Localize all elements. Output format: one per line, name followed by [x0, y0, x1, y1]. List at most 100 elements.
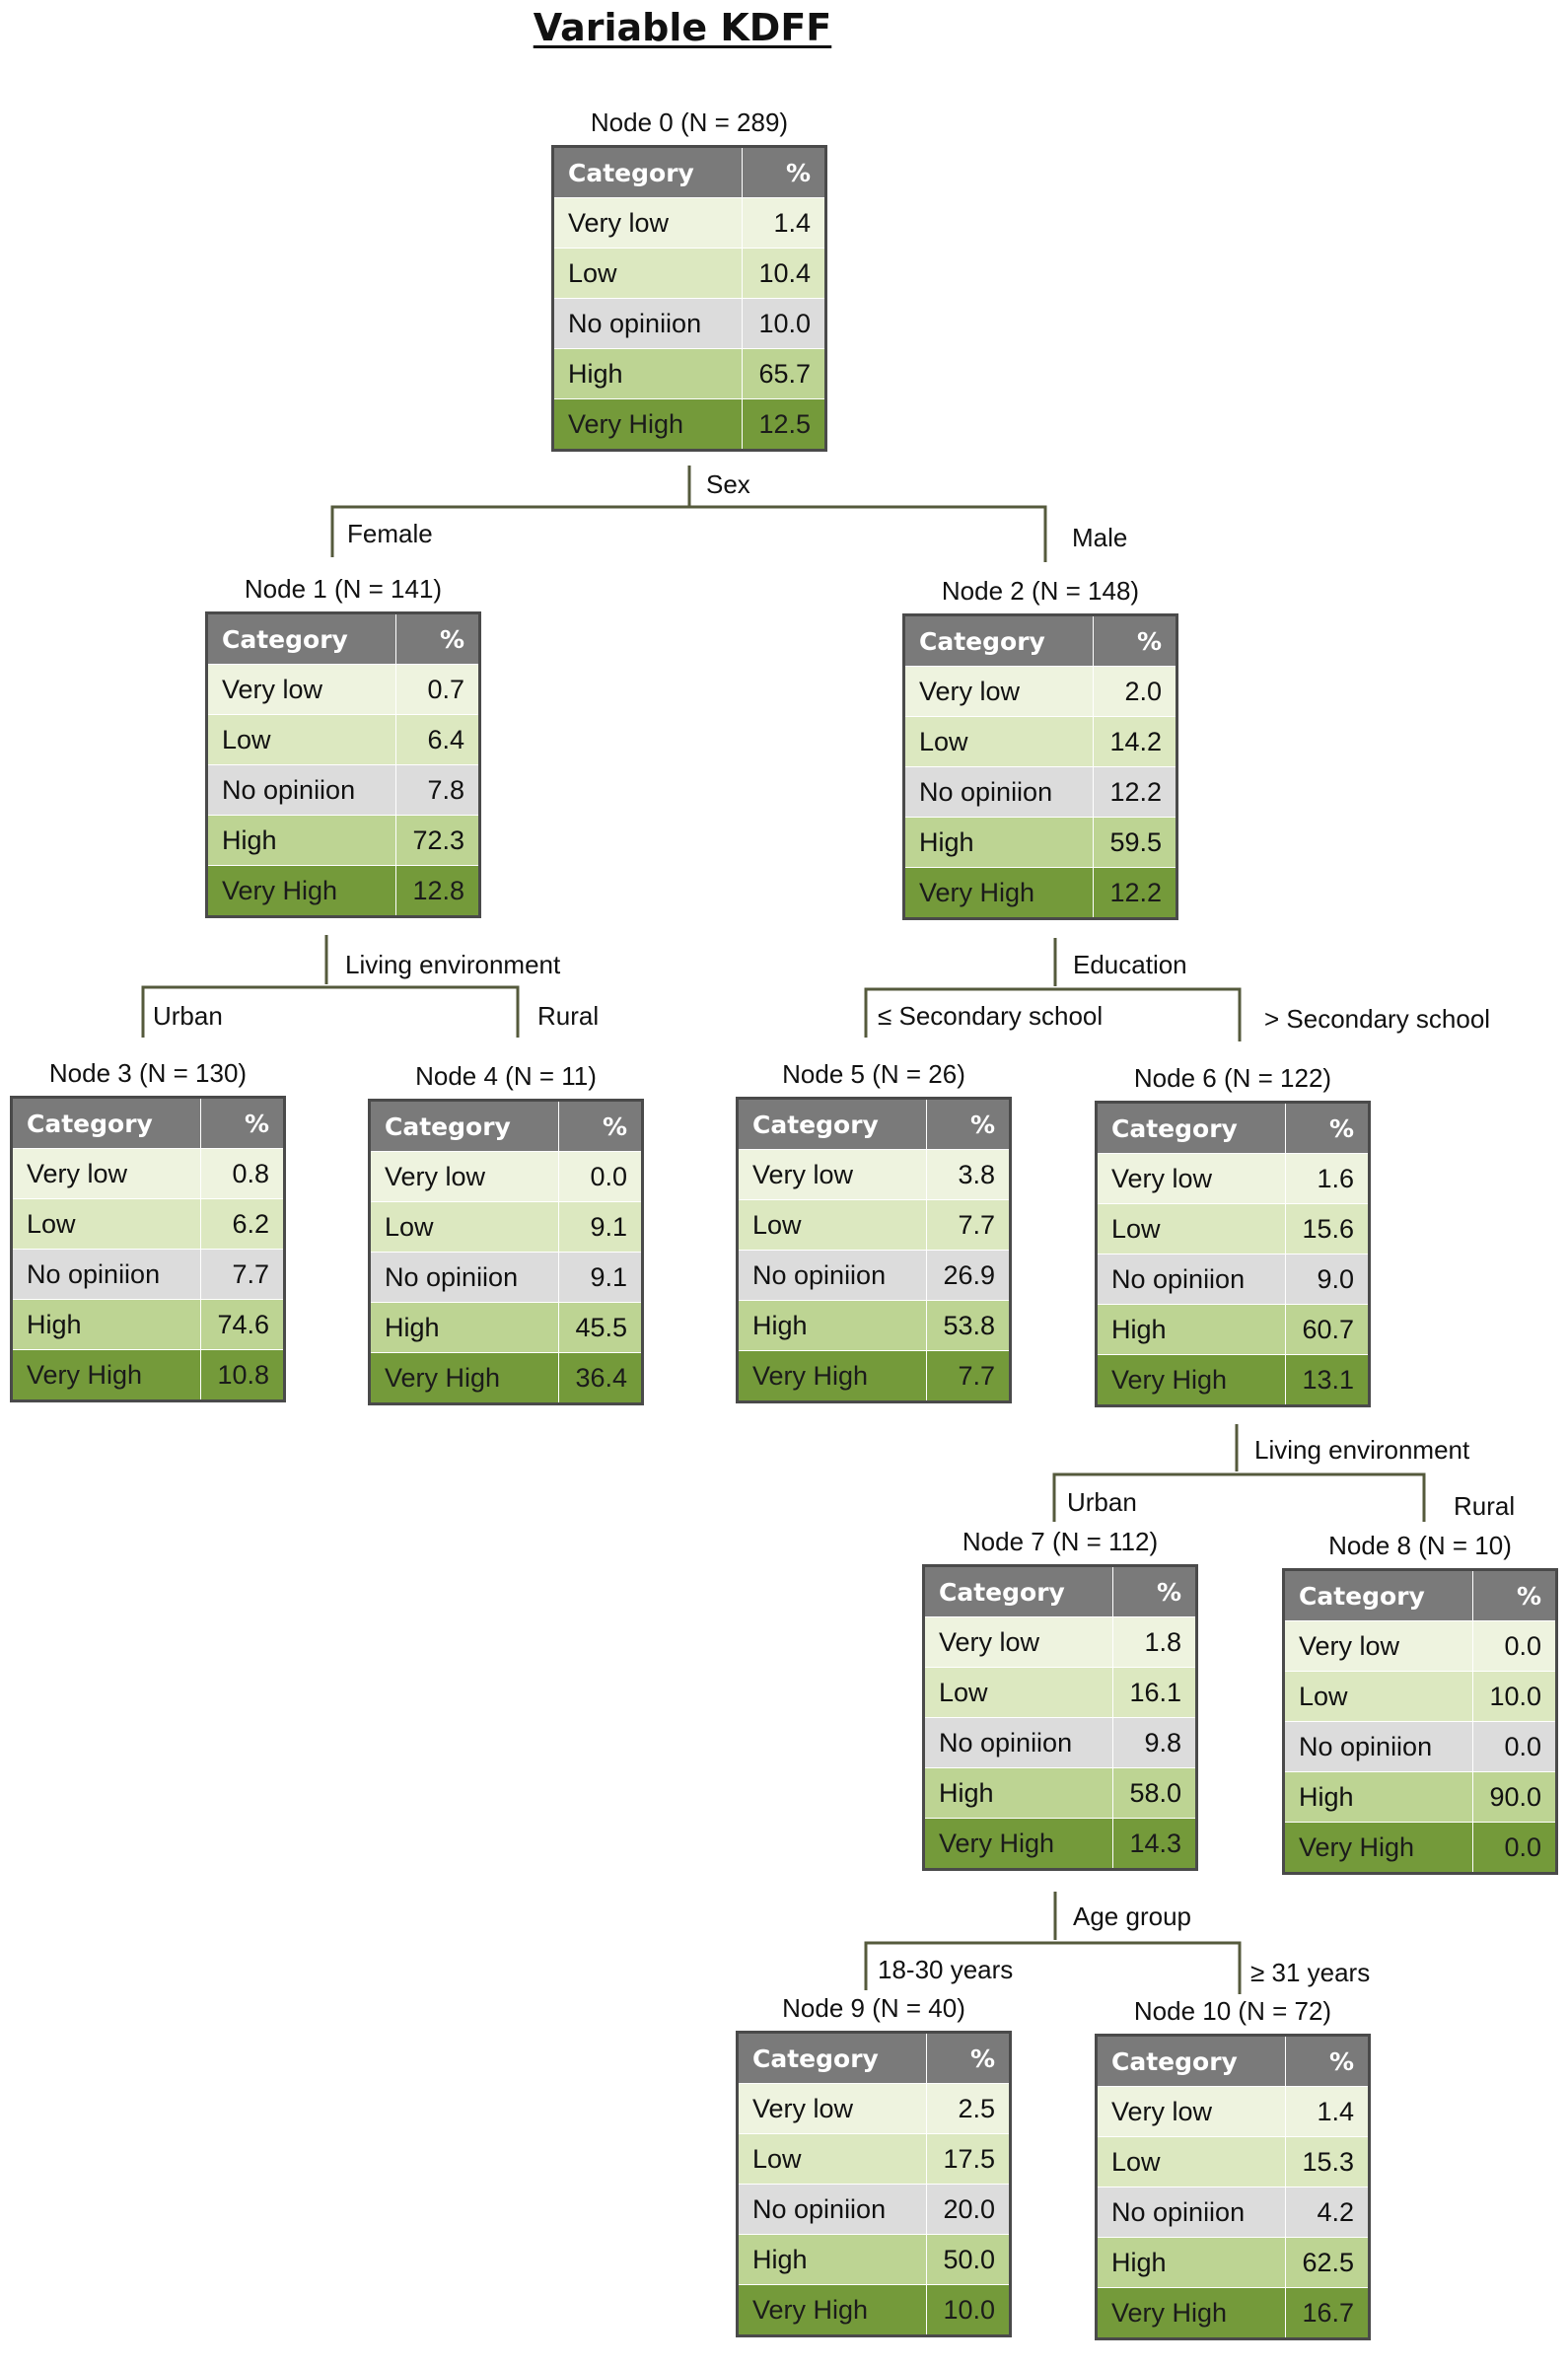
value-high: 74.6 — [200, 1299, 285, 1350]
category-no-opinion: No opiniion — [369, 1252, 559, 1303]
category-very-low: Very low — [923, 1616, 1113, 1668]
header-category: Category — [552, 146, 743, 198]
header-percent: % — [1472, 1569, 1557, 1621]
value-low: 10.4 — [742, 248, 826, 299]
value-no-opinion: 0.0 — [1472, 1721, 1557, 1772]
branch-label-male: Male — [1072, 523, 1128, 552]
category-table: Category% Very low 0.8 Low 6.2 No opiniion… — [10, 1096, 286, 1402]
category-very-high: Very High — [903, 867, 1094, 919]
value-high: 62.5 — [1285, 2237, 1370, 2288]
value-very-low: 3.8 — [926, 1149, 1011, 1200]
category-no-opinion: No opiniion — [737, 2184, 927, 2235]
category-very-low: Very low — [1096, 1153, 1286, 1204]
category-low: Low — [737, 2133, 927, 2185]
category-very-high: Very High — [369, 1352, 559, 1404]
value-high: 50.0 — [926, 2234, 1011, 2285]
value-low: 15.3 — [1285, 2136, 1370, 2188]
category-high: High — [1283, 1771, 1473, 1823]
category-no-opinion: No opiniion — [903, 766, 1094, 818]
value-low: 10.0 — [1472, 1671, 1557, 1722]
node-label: Node 9 (N = 40) — [782, 1993, 965, 2023]
node-6: Node 6 (N = 122) Category% Very low 1.6 L… — [1095, 1061, 1371, 1407]
page-title: Variable KDFF — [533, 6, 832, 49]
node-label: Node 4 (N = 11) — [415, 1061, 597, 1091]
category-table: Category% Very low 0.0 Low 10.0 No opiniio… — [1282, 1568, 1558, 1875]
category-very-high: Very High — [1283, 1822, 1473, 1874]
split-label-education: Education — [1073, 950, 1187, 979]
node-3: Node 3 (N = 130) Category% Very low 0.8 L… — [10, 1056, 286, 1402]
category-table: Category% Very low 2.5 Low 17.5 No opiniio… — [736, 2031, 1012, 2337]
value-no-opinion: 4.2 — [1285, 2187, 1370, 2238]
category-very-low: Very low — [206, 664, 396, 715]
category-very-high: Very High — [11, 1349, 201, 1401]
category-no-opinion: No opiniion — [206, 764, 396, 816]
branch-label-urban-2: Urban — [1067, 1487, 1137, 1517]
branch-label-31-plus-years: ≥ 31 years — [1250, 1958, 1371, 1987]
category-very-high: Very High — [552, 398, 743, 451]
node-label: Node 1 (N = 141) — [244, 574, 443, 604]
node-2: Node 2 (N = 148) Category% Very low 2.0 L… — [902, 574, 1178, 920]
branch-label-female: Female — [347, 519, 433, 548]
category-high: High — [923, 1767, 1113, 1819]
category-high: High — [903, 817, 1094, 868]
header-category: Category — [1096, 2035, 1286, 2087]
category-very-high: Very High — [923, 1818, 1113, 1870]
value-high: 60.7 — [1285, 1304, 1370, 1355]
branch-label-secondary-or-less: ≤ Secondary school — [878, 1001, 1104, 1031]
value-low: 14.2 — [1093, 716, 1177, 767]
connector-education — [864, 938, 1242, 1041]
value-very-low: 0.8 — [200, 1148, 285, 1199]
category-table: Category% Very low 3.8 Low 7.7 No opiniion… — [736, 1097, 1012, 1403]
value-high: 65.7 — [742, 348, 826, 399]
header-category: Category — [737, 1098, 927, 1150]
connector-age-group — [864, 1892, 1242, 1994]
category-high: High — [737, 1300, 927, 1351]
branch-label-urban-1: Urban — [153, 1001, 223, 1031]
node-label: Node 5 (N = 26) — [782, 1059, 965, 1089]
category-no-opinion: No opiniion — [11, 1249, 201, 1300]
category-very-high: Very High — [206, 865, 396, 917]
header-percent: % — [1112, 1565, 1197, 1617]
value-no-opinion: 7.7 — [200, 1249, 285, 1300]
value-low: 6.4 — [395, 714, 480, 765]
header-percent: % — [926, 2032, 1011, 2084]
branch-label-18-30-years: 18-30 years — [878, 1955, 1014, 1984]
category-low: Low — [369, 1201, 559, 1253]
header-category: Category — [1096, 1102, 1286, 1154]
category-low: Low — [552, 248, 743, 299]
header-category: Category — [11, 1097, 201, 1149]
header-category: Category — [737, 2032, 927, 2084]
category-very-low: Very low — [737, 1149, 927, 1200]
node-8: Node 8 (N = 10) Category% Very low 0.0 Lo… — [1282, 1529, 1558, 1875]
value-low: 15.6 — [1285, 1203, 1370, 1255]
value-very-low: 1.4 — [1285, 2086, 1370, 2137]
branch-label-rural-1: Rural — [537, 1001, 600, 1031]
category-high: High — [11, 1299, 201, 1350]
header-category: Category — [903, 614, 1094, 667]
category-low: Low — [206, 714, 396, 765]
category-no-opinion: No opiniion — [552, 298, 743, 349]
header-percent: % — [558, 1100, 643, 1152]
value-high: 53.8 — [926, 1300, 1011, 1351]
category-low: Low — [11, 1198, 201, 1250]
connector-sex — [330, 466, 1047, 562]
category-no-opinion: No opiniion — [1096, 2187, 1286, 2238]
header-category: Category — [923, 1565, 1113, 1617]
header-percent: % — [1285, 1102, 1370, 1154]
node-4: Node 4 (N = 11) Category% Very low 0.0 Lo… — [368, 1059, 644, 1405]
header-percent: % — [395, 612, 480, 665]
header-percent: % — [1093, 614, 1177, 667]
value-very-high: 7.7 — [926, 1350, 1011, 1402]
category-table: Category% Very low 1.8 Low 16.1 No opiniio… — [922, 1564, 1198, 1871]
split-label-living-environment-2: Living environment — [1254, 1435, 1470, 1465]
node-label: Node 0 (N = 289) — [590, 108, 789, 137]
category-very-low: Very low — [737, 2083, 927, 2134]
node-0: Node 0 (N = 289) Category% Very low 1.4 L… — [551, 106, 827, 452]
category-low: Low — [1096, 2136, 1286, 2188]
category-very-high: Very High — [737, 2284, 927, 2336]
value-very-low: 0.0 — [1472, 1620, 1557, 1672]
category-very-low: Very low — [369, 1151, 559, 1202]
node-label: Node 3 (N = 130) — [48, 1058, 248, 1088]
header-percent: % — [926, 1098, 1011, 1150]
